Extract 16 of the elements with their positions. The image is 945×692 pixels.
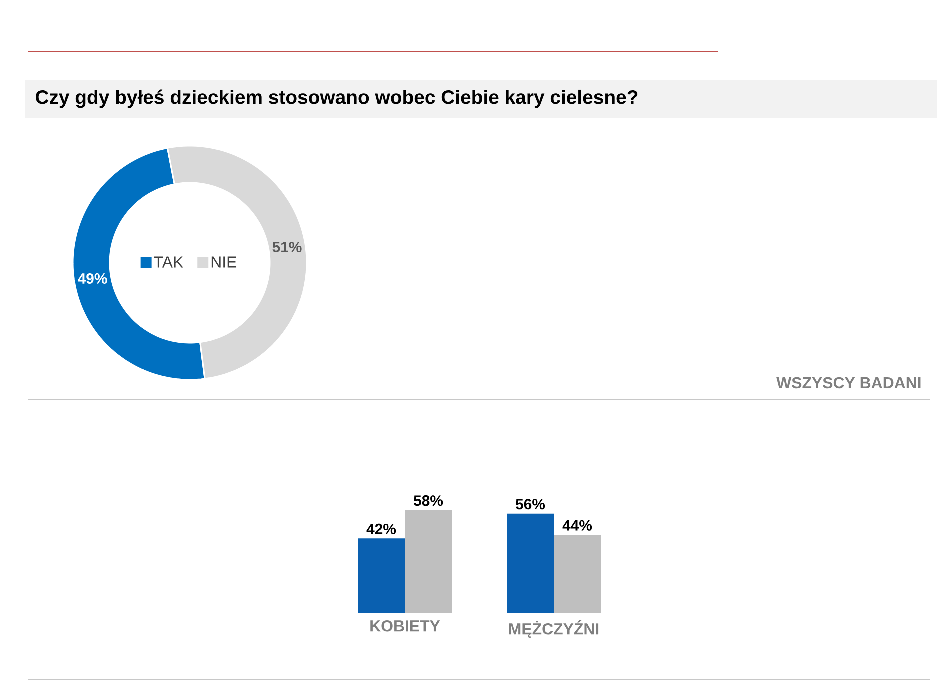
data-label: 49% (78, 273, 108, 284)
bar (405, 510, 452, 613)
legend-label: NIE (212, 256, 237, 268)
bar (554, 535, 602, 613)
x-tick-label: KOBIETY (370, 620, 440, 632)
data-label: 42% (366, 524, 396, 534)
x-tick-label: MĘŻCZYŹNI (509, 620, 599, 638)
data-label: 51% (272, 242, 302, 253)
bar (507, 514, 554, 613)
legend-label: TAK (154, 256, 184, 268)
chart-title: Czy gdy byłeś dzieckiem stosowano wobec Ciebie kary cielesne? (36, 90, 638, 108)
text: WSZYSCY BADANI (776, 377, 921, 389)
data-label: 58% (414, 496, 444, 506)
bar (358, 538, 406, 613)
data-label: 56% (516, 499, 546, 510)
data-label: 44% (562, 520, 592, 531)
